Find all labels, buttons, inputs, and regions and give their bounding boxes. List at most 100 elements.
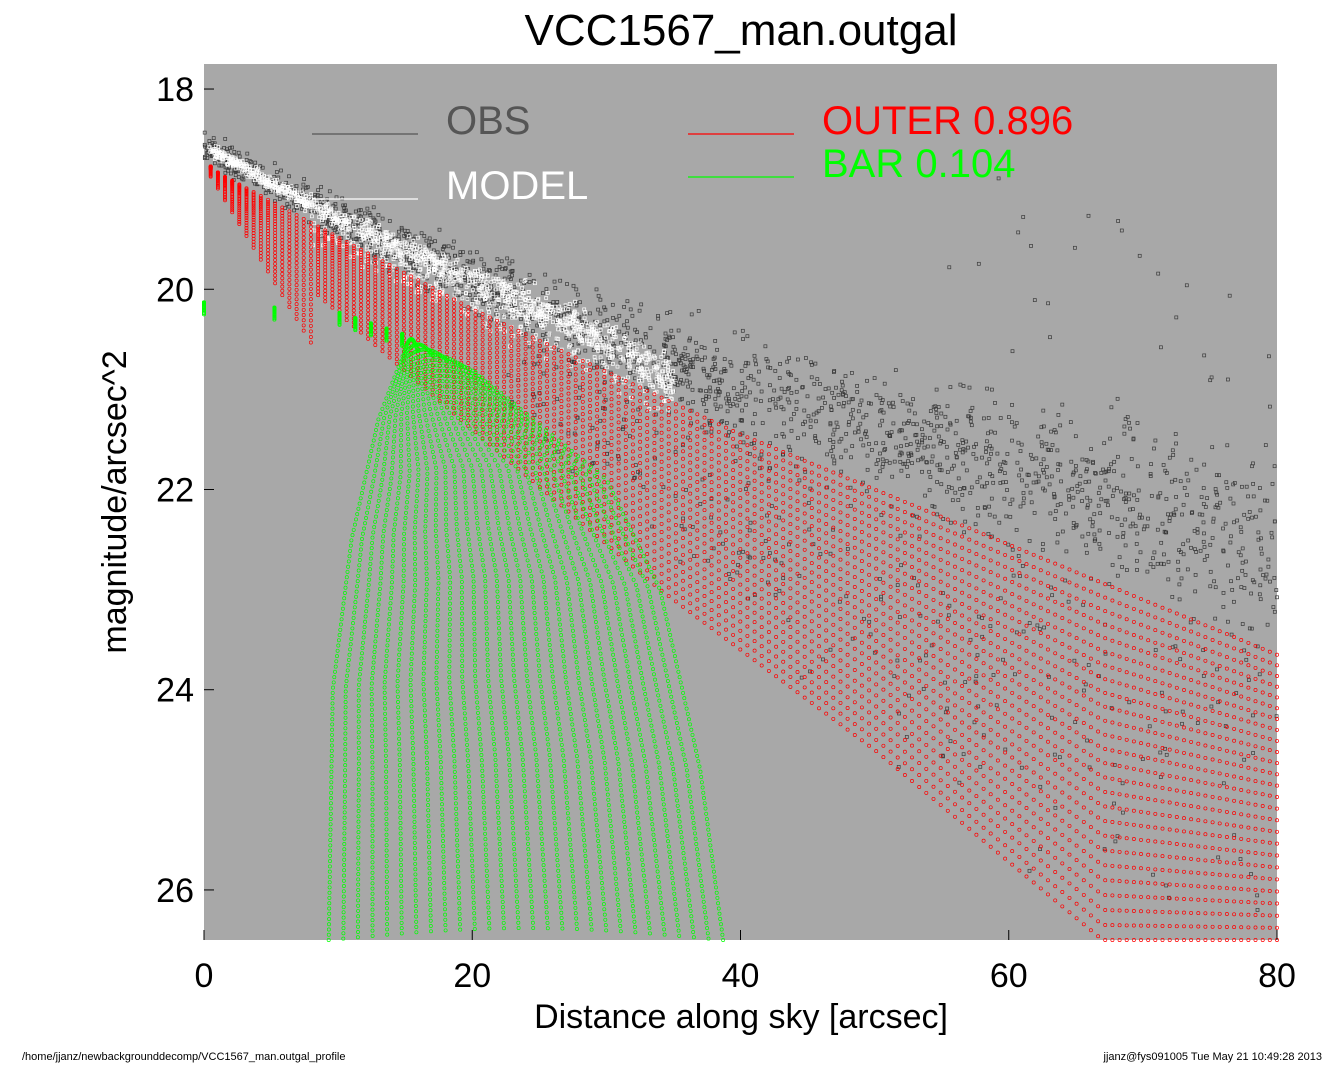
obs-series: [202, 130, 1279, 912]
obs-point: [695, 357, 700, 361]
obs-point: [424, 238, 429, 243]
obs-point: [1137, 253, 1142, 258]
obs-point: [843, 374, 848, 378]
obs-point: [431, 248, 436, 253]
obs-point: [713, 396, 718, 401]
obs-point: [661, 363, 666, 368]
obs-point: [757, 369, 761, 374]
obs-point: [779, 386, 784, 391]
obs-point: [648, 326, 653, 331]
obs-point: [1197, 512, 1202, 517]
obs-point: [1138, 550, 1143, 555]
obs-point: [1010, 497, 1015, 502]
obs-point: [733, 396, 738, 401]
obs-point: [596, 307, 600, 312]
obs-point: [632, 476, 636, 481]
obs-point: [935, 512, 940, 517]
obs-point: [1115, 396, 1120, 401]
obs-point: [872, 376, 877, 380]
obs-point: [596, 293, 601, 298]
obs-point: [1115, 517, 1120, 521]
obs-point: [1016, 230, 1021, 235]
obs-point: [1021, 501, 1026, 506]
obs-point: [744, 394, 749, 399]
obs-point: [1058, 462, 1063, 467]
obs-point: [1255, 644, 1260, 649]
obs-point: [1037, 627, 1042, 631]
obs-point: [700, 358, 704, 362]
obs-point: [991, 480, 996, 485]
obs-point: [1107, 582, 1112, 586]
obs-point: [975, 506, 980, 510]
obs-point: [878, 423, 882, 428]
obs-point: [968, 491, 973, 495]
obs-point: [944, 444, 949, 449]
obs-point: [630, 313, 635, 318]
obs-point: [535, 323, 540, 328]
obs-point: [991, 673, 996, 677]
obs-point: [595, 444, 600, 449]
obs-point: [969, 423, 974, 428]
obs-point: [1205, 496, 1209, 500]
obs-point: [429, 240, 434, 245]
obs-point: [975, 480, 980, 484]
obs-point: [219, 163, 224, 168]
obs-point: [774, 405, 778, 410]
obs-point: [861, 443, 866, 448]
obs-point: [1077, 481, 1082, 486]
obs-point: [1201, 539, 1206, 544]
obs-point: [537, 391, 542, 395]
obs-point: [1186, 478, 1191, 483]
obs-point: [686, 372, 691, 377]
obs-point: [1226, 377, 1230, 382]
obs-point: [369, 222, 374, 226]
obs-point: [503, 266, 508, 270]
obs-point: [1018, 504, 1023, 509]
obs-point: [951, 463, 956, 468]
obs-point: [588, 311, 592, 316]
obs-point: [605, 441, 610, 445]
obs-point: [1049, 429, 1053, 434]
obs-point: [757, 456, 762, 461]
obs-point: [938, 462, 942, 467]
obs-point: [937, 467, 942, 472]
obs-point: [1155, 527, 1160, 532]
obs-point: [922, 445, 927, 450]
obs-point: [924, 460, 929, 464]
obs-point: [684, 378, 689, 383]
obs-point: [1238, 857, 1243, 861]
obs-point: [479, 257, 484, 262]
obs-point: [899, 444, 903, 449]
obs-point: [686, 401, 691, 406]
obs-point: [1107, 531, 1111, 535]
obs-point: [958, 447, 962, 452]
obs-point: [985, 386, 989, 391]
obs-point: [1093, 471, 1097, 475]
obs-point: [319, 185, 323, 189]
obs-point: [459, 283, 464, 288]
obs-point: [898, 459, 903, 464]
obs-point: [1177, 597, 1182, 602]
obs-point: [316, 188, 320, 192]
obs-point: [1058, 423, 1063, 428]
obs-point: [686, 435, 691, 440]
obs-point: [828, 551, 833, 556]
obs-point: [1179, 576, 1184, 581]
obs-point: [652, 349, 657, 354]
obs-point: [943, 710, 948, 715]
obs-point: [735, 403, 740, 408]
obs-point: [834, 385, 838, 390]
obs-point: [1123, 417, 1128, 421]
obs-point: [1019, 442, 1024, 447]
obs-point: [1221, 605, 1226, 609]
obs-point: [932, 504, 937, 509]
obs-point: [849, 397, 854, 402]
obs-point: [1071, 470, 1076, 475]
obs-point: [835, 425, 840, 429]
obs-point: [766, 580, 770, 585]
obs-point: [928, 409, 933, 413]
obs-point: [1109, 706, 1114, 710]
obs-point: [1070, 486, 1075, 491]
obs-point: [918, 658, 922, 663]
obs-point: [1212, 579, 1216, 584]
